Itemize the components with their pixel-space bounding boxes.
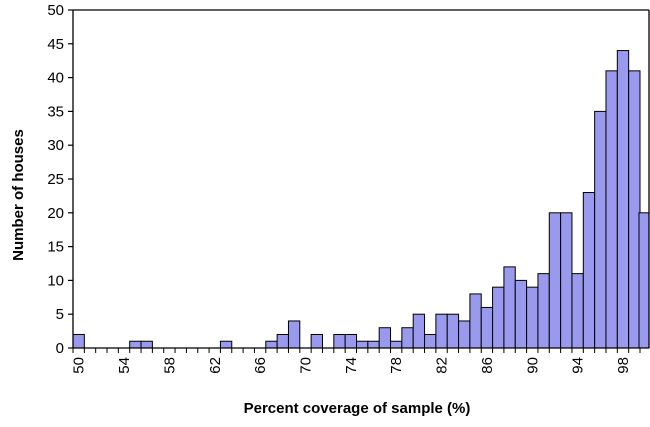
histogram-bar <box>390 340 403 349</box>
histogram-bar <box>356 340 369 349</box>
histogram-bar <box>219 340 233 349</box>
histogram-bar <box>616 50 630 349</box>
y-tick-label: 35 <box>47 103 64 120</box>
histogram-bar <box>276 333 289 349</box>
histogram-bar <box>140 340 153 349</box>
y-tick-label: 40 <box>47 70 64 87</box>
histogram-bar <box>480 306 494 349</box>
histogram-bar <box>378 327 392 349</box>
y-tick-label: 45 <box>47 36 64 53</box>
y-tick-label: 25 <box>47 171 64 188</box>
histogram-bar <box>265 340 278 349</box>
x-tick-label: 98 <box>615 357 632 374</box>
histogram-bar <box>424 333 437 349</box>
x-tick-label: 78 <box>388 357 405 374</box>
y-tick-label: 50 <box>47 2 64 19</box>
x-tick-label: 54 <box>116 357 133 374</box>
x-tick-label: 62 <box>207 357 224 374</box>
bars-layer <box>72 50 650 349</box>
x-tick-label: 74 <box>343 357 360 374</box>
histogram-bar <box>537 273 550 349</box>
histogram-bar <box>582 192 596 349</box>
x-axis-title: Percent coverage of sample (%) <box>244 400 471 417</box>
histogram-bar <box>492 286 505 349</box>
histogram-bar <box>469 293 482 349</box>
histogram-bar <box>638 212 650 349</box>
x-tick-label: 58 <box>161 357 178 374</box>
histogram-bar <box>605 70 618 349</box>
histogram-bar <box>594 110 607 349</box>
histogram-bar <box>628 70 641 349</box>
histogram-bar <box>72 333 85 349</box>
histogram-bar <box>560 212 573 349</box>
y-tick-label: 15 <box>47 239 64 256</box>
x-tick-label: 94 <box>570 357 587 374</box>
histogram-bar <box>333 333 346 349</box>
histogram-bar <box>401 327 414 349</box>
histogram-bar <box>571 273 584 349</box>
histogram-bar <box>446 313 460 349</box>
histogram-bar <box>344 333 358 349</box>
x-tick-label: 82 <box>434 357 451 374</box>
y-tick-label: 10 <box>47 272 64 289</box>
x-tick-label: 70 <box>297 357 314 374</box>
histogram-bar <box>548 212 562 349</box>
histogram-bar <box>435 313 448 349</box>
histogram-bar <box>412 313 426 349</box>
histogram-bar <box>367 340 380 349</box>
y-tick-label: 20 <box>47 205 64 222</box>
x-tick-label: 90 <box>524 357 541 374</box>
y-axis-title: Number of houses <box>10 129 27 261</box>
x-ticks: 50 54 58 62 66 70 74 78 82 86 90 94 98 <box>71 348 641 374</box>
histogram-bar <box>526 286 539 349</box>
histogram-bar <box>514 279 528 349</box>
histogram-bar <box>503 266 516 349</box>
y-tick-label: 30 <box>47 137 64 154</box>
x-tick-label: 50 <box>71 357 88 374</box>
histogram-bar <box>287 320 301 349</box>
x-tick-label: 86 <box>479 357 496 374</box>
histogram-bar <box>458 320 471 349</box>
histogram-bar <box>310 333 323 349</box>
y-tick-label: 0 <box>56 340 64 357</box>
y-tick-label: 5 <box>56 306 64 323</box>
x-tick-label: 66 <box>252 357 269 374</box>
y-ticks: 0 5 10 15 20 25 30 35 40 45 50 <box>47 2 73 357</box>
histogram-bar <box>129 340 142 349</box>
